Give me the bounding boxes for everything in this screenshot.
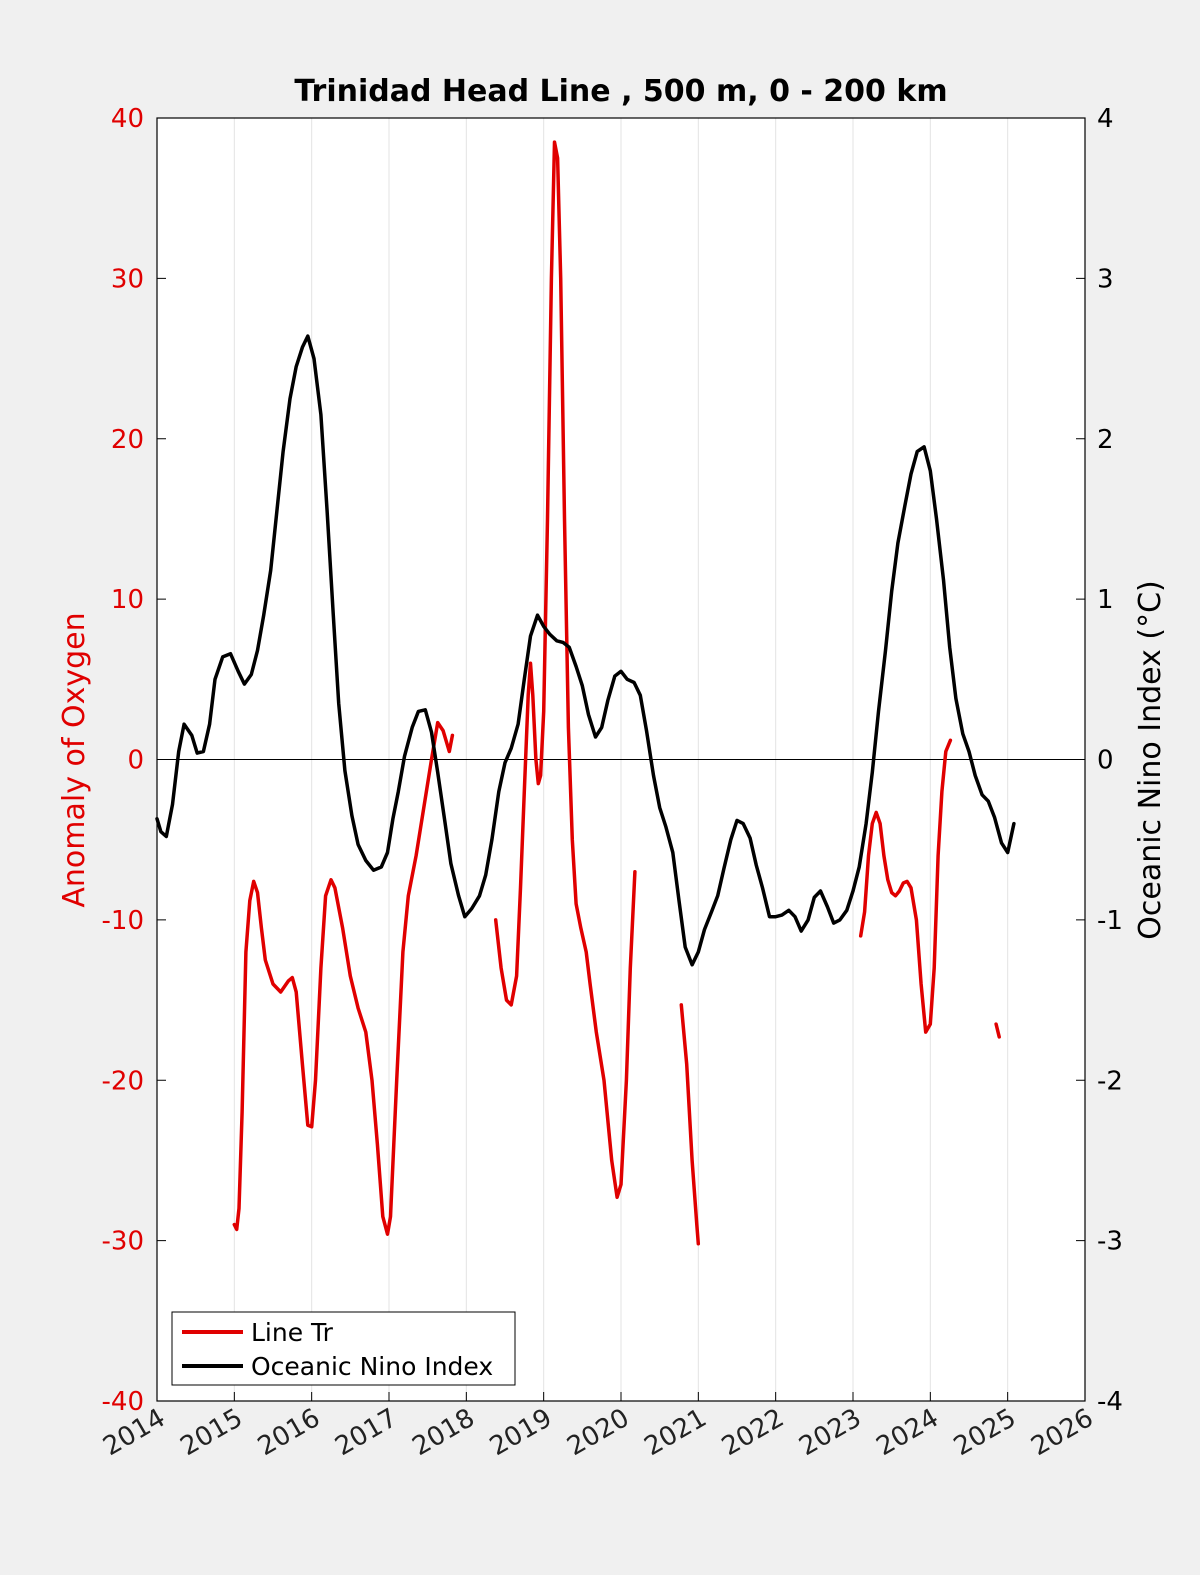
series-lines bbox=[155, 140, 1016, 1246]
y-tick-label-left: -10 bbox=[102, 906, 144, 936]
x-tick-label: 2019 bbox=[485, 1403, 557, 1462]
y-tick-label-right: 2 bbox=[1097, 425, 1114, 455]
x-tick-label: 2018 bbox=[408, 1403, 480, 1462]
y-tick-label-left: 20 bbox=[111, 425, 144, 455]
x-tick-label: 2016 bbox=[253, 1403, 325, 1462]
series-segment bbox=[493, 140, 637, 1200]
x-tick-label: 2026 bbox=[1026, 1403, 1098, 1462]
y-tick-label-left: -20 bbox=[102, 1066, 144, 1096]
x-tick-label: 2021 bbox=[640, 1403, 712, 1462]
y-tick-label-left: 10 bbox=[111, 585, 144, 615]
legend-label-line-tr: Line Tr bbox=[251, 1318, 334, 1347]
x-tick-label: 2022 bbox=[717, 1403, 789, 1462]
y-tick-label-right: -3 bbox=[1097, 1227, 1123, 1257]
x-tick-label: 2017 bbox=[330, 1403, 402, 1462]
y-tick-label-right: 4 bbox=[1097, 104, 1114, 134]
y-tick-label-left: -30 bbox=[102, 1227, 144, 1257]
y-tick-label-right: -2 bbox=[1097, 1066, 1123, 1096]
x-tick-label: 2024 bbox=[872, 1403, 944, 1462]
y-axis-title-left: Anomaly of Oxygen bbox=[57, 612, 92, 907]
series-segment bbox=[994, 1022, 1001, 1039]
y-tick-label-right: -4 bbox=[1097, 1387, 1123, 1417]
y-tick-label-right: -1 bbox=[1097, 906, 1123, 936]
x-tick-label: 2025 bbox=[949, 1403, 1021, 1462]
series-oni bbox=[155, 334, 1016, 967]
y-tick-label-left: -40 bbox=[102, 1387, 144, 1417]
series-segment bbox=[858, 738, 953, 1034]
series-segment bbox=[232, 720, 455, 1236]
legend: Line Tr Oceanic Nino Index bbox=[171, 1311, 516, 1386]
x-tick-label: 2015 bbox=[176, 1403, 248, 1462]
series-segment bbox=[679, 1003, 701, 1246]
y-tick-label-right: 3 bbox=[1097, 264, 1114, 294]
y-tick-label-left: 0 bbox=[127, 746, 144, 776]
series-segment bbox=[155, 334, 1016, 967]
legend-box bbox=[171, 1311, 516, 1386]
y-axis-title-right: Oceanic Nino Index (°C) bbox=[1133, 580, 1168, 940]
y-tick-label-right: 0 bbox=[1097, 746, 1114, 776]
x-tick-label: 2020 bbox=[562, 1403, 634, 1462]
y-tick-label-right: 1 bbox=[1097, 585, 1114, 615]
chart-title: Trinidad Head Line , 500 m, 0 - 200 km bbox=[294, 74, 947, 109]
legend-label-oni: Oceanic Nino Index bbox=[251, 1352, 493, 1381]
y-tick-label-left: 40 bbox=[111, 104, 144, 134]
series-line-tr bbox=[232, 140, 1001, 1246]
y-tick-label-left: 30 bbox=[111, 264, 144, 294]
x-tick-label: 2023 bbox=[794, 1403, 866, 1462]
